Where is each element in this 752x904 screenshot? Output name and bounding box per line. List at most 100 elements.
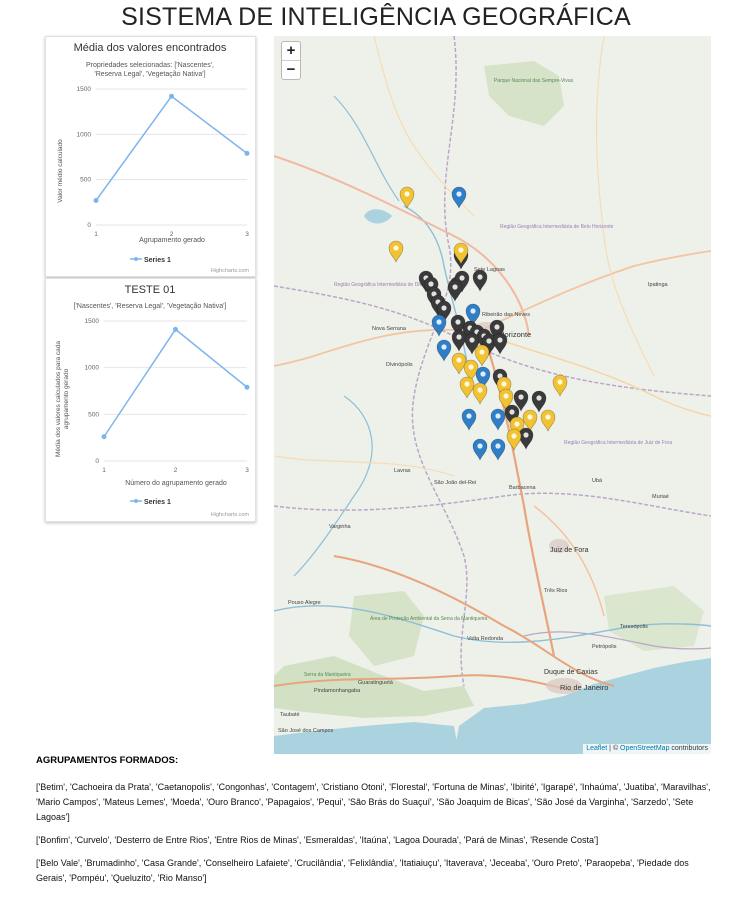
zoom-control: + − (281, 41, 301, 80)
map-container[interactable]: Belo Horizonte Ribeirão das Neves Nova S… (274, 36, 711, 754)
map-marker-cluster-3[interactable] (518, 427, 534, 450)
map-marker-cluster-2[interactable] (388, 240, 404, 263)
map-marker-cluster-3[interactable] (450, 314, 466, 337)
map-marker-cluster-3[interactable] (451, 329, 467, 352)
map-marker-cluster-3[interactable] (531, 390, 547, 413)
chart-y-axis-label-line1: Média dos valores calculados para cada (55, 341, 62, 457)
data-point[interactable] (101, 434, 107, 440)
map-marker-cluster-1[interactable] (461, 408, 477, 431)
data-point[interactable] (173, 326, 178, 332)
chart-x-axis-label: Número do agrupamento gerado (125, 480, 227, 487)
chart-teste-01: TESTE 01 ['Nascentes', 'Reserva Legal', … (55, 284, 250, 518)
map-marker-cluster-2[interactable] (451, 352, 467, 375)
map-marker-cluster-3[interactable] (464, 332, 480, 355)
ocean-area (454, 658, 711, 754)
map-marker-cluster-2[interactable] (399, 186, 415, 209)
y-tick-label: 1000 (85, 365, 100, 372)
map-marker-cluster-1[interactable] (490, 408, 506, 431)
label-teresopolis: Teresópolis (620, 624, 648, 630)
urban-juiz-de-fora (549, 539, 569, 553)
zoom-in-button[interactable]: + (286, 42, 296, 59)
river (293, 395, 373, 577)
map-marker-cluster-2[interactable] (472, 382, 488, 405)
map-marker-cluster-1[interactable] (451, 186, 467, 209)
map-marker-cluster-3[interactable] (492, 332, 508, 355)
map-marker-cluster-2[interactable] (522, 409, 538, 432)
map-marker-cluster-2[interactable] (463, 359, 479, 382)
x-tick-label: 3 (245, 467, 249, 474)
chart-subtitle-line2: 'Reserva Legal', 'Vegetação Nativa'] (94, 71, 205, 78)
leaflet-link[interactable]: Leaflet (586, 745, 608, 752)
legend-item-series-1[interactable]: Series 1 (144, 499, 171, 506)
map-marker-cluster-1[interactable] (465, 303, 481, 326)
attribution-tail: contributors (669, 745, 708, 752)
label-pindamonhangaba: Pindamonhangaba (314, 688, 361, 694)
chart-title: Média dos valores encontrados (74, 42, 227, 54)
highway-dutra (274, 674, 575, 692)
map-marker-cluster-1[interactable] (431, 314, 447, 337)
attribution-separator: | © (607, 745, 621, 752)
y-tick-label: 0 (95, 458, 99, 465)
osm-link[interactable]: OpenStreetMap (620, 745, 670, 752)
chart-y-axis-label: Valor médio calculado (57, 139, 64, 203)
data-point[interactable] (244, 150, 250, 156)
x-tick-label: 2 (170, 231, 174, 238)
map-marker-cluster-2[interactable] (506, 428, 522, 451)
x-tick-label: 1 (94, 231, 98, 238)
y-tick-label: 1000 (77, 131, 92, 138)
region-boundary (411, 36, 468, 687)
data-point[interactable] (93, 198, 99, 204)
map-tiles[interactable]: Belo Horizonte Ribeirão das Neves Nova S… (274, 36, 711, 754)
urban-rio (546, 678, 582, 694)
chart-card-average: Média dos valores encontrados Propriedad… (45, 36, 256, 277)
map-marker-cluster-1[interactable] (472, 438, 488, 461)
highcharts-credits[interactable]: Highcharts.com (211, 268, 250, 274)
highway (274, 155, 530, 337)
chart-card-teste: TESTE 01 ['Nascentes', 'Reserva Legal', … (45, 278, 256, 522)
mountain-area (274, 656, 474, 718)
label-ipatinga: Ipatinga (648, 282, 669, 288)
label-guaratingueta: Guaratinguetá (358, 680, 394, 686)
road (274, 455, 455, 477)
chart-plot-area: 0 500 1000 1500 1 2 3 (77, 86, 250, 238)
forest-area (604, 586, 704, 651)
x-tick-label: 2 (174, 467, 178, 474)
region-boundary (274, 492, 711, 517)
map-marker-cluster-2[interactable] (474, 344, 490, 367)
data-point[interactable] (244, 384, 250, 390)
series-line (95, 95, 248, 201)
map-marker-cluster-2[interactable] (540, 409, 556, 432)
highway-br116 (333, 555, 615, 687)
legend-item-series-1[interactable]: Series 1 (144, 257, 171, 264)
data-point[interactable] (169, 93, 174, 99)
reservoir (364, 209, 392, 224)
map-marker-cluster-3[interactable] (447, 279, 463, 302)
map-marker-cluster-3[interactable] (436, 300, 452, 323)
cluster-group-1: ['Betim', 'Cachoeira da Prata', 'Caetano… (36, 782, 711, 822)
clusters-section: AGRUPAMENTOS FORMADOS: ['Betim', 'Cachoe… (36, 755, 716, 894)
map-marker-cluster-1[interactable] (436, 339, 452, 362)
label-nova-serrana: Nova Serrana (372, 326, 407, 332)
zoom-out-button[interactable]: − (282, 60, 300, 79)
chart-title: TESTE 01 (125, 284, 176, 296)
highcharts-credits[interactable]: Highcharts.com (211, 512, 250, 518)
label-juiz-de-fora: Juiz de Fora (550, 547, 589, 554)
label-taubate: Taubaté (280, 712, 300, 718)
map-marker-cluster-1[interactable] (490, 438, 506, 461)
label-belo-horizonte: Belo Horizonte (482, 330, 531, 339)
map-marker-cluster-2[interactable] (459, 376, 475, 399)
map-marker-cluster-2[interactable] (498, 388, 514, 411)
page-title: SISTEMA DE INTELIGÊNCIA GEOGRÁFICA (121, 3, 631, 31)
label-regiao-bh: Região Geográfica Intermediária de Belo … (500, 224, 614, 230)
map-marker-cluster-1[interactable] (475, 366, 491, 389)
state-boundary (523, 631, 711, 650)
legend-marker (134, 499, 138, 503)
river (333, 95, 400, 202)
map-marker-cluster-3[interactable] (472, 269, 488, 292)
label-sao-joao-del-rei: São João del-Rei (434, 480, 476, 486)
map-marker-cluster-2[interactable] (552, 374, 568, 397)
chart-y-axis-label-line2: agrupamento gerado (63, 368, 70, 429)
chart-subtitle-line1: Propriedades selecionadas: ['Nascentes', (86, 62, 214, 69)
map-marker-cluster-2[interactable] (453, 242, 469, 265)
map-marker-cluster-3[interactable] (513, 389, 529, 412)
